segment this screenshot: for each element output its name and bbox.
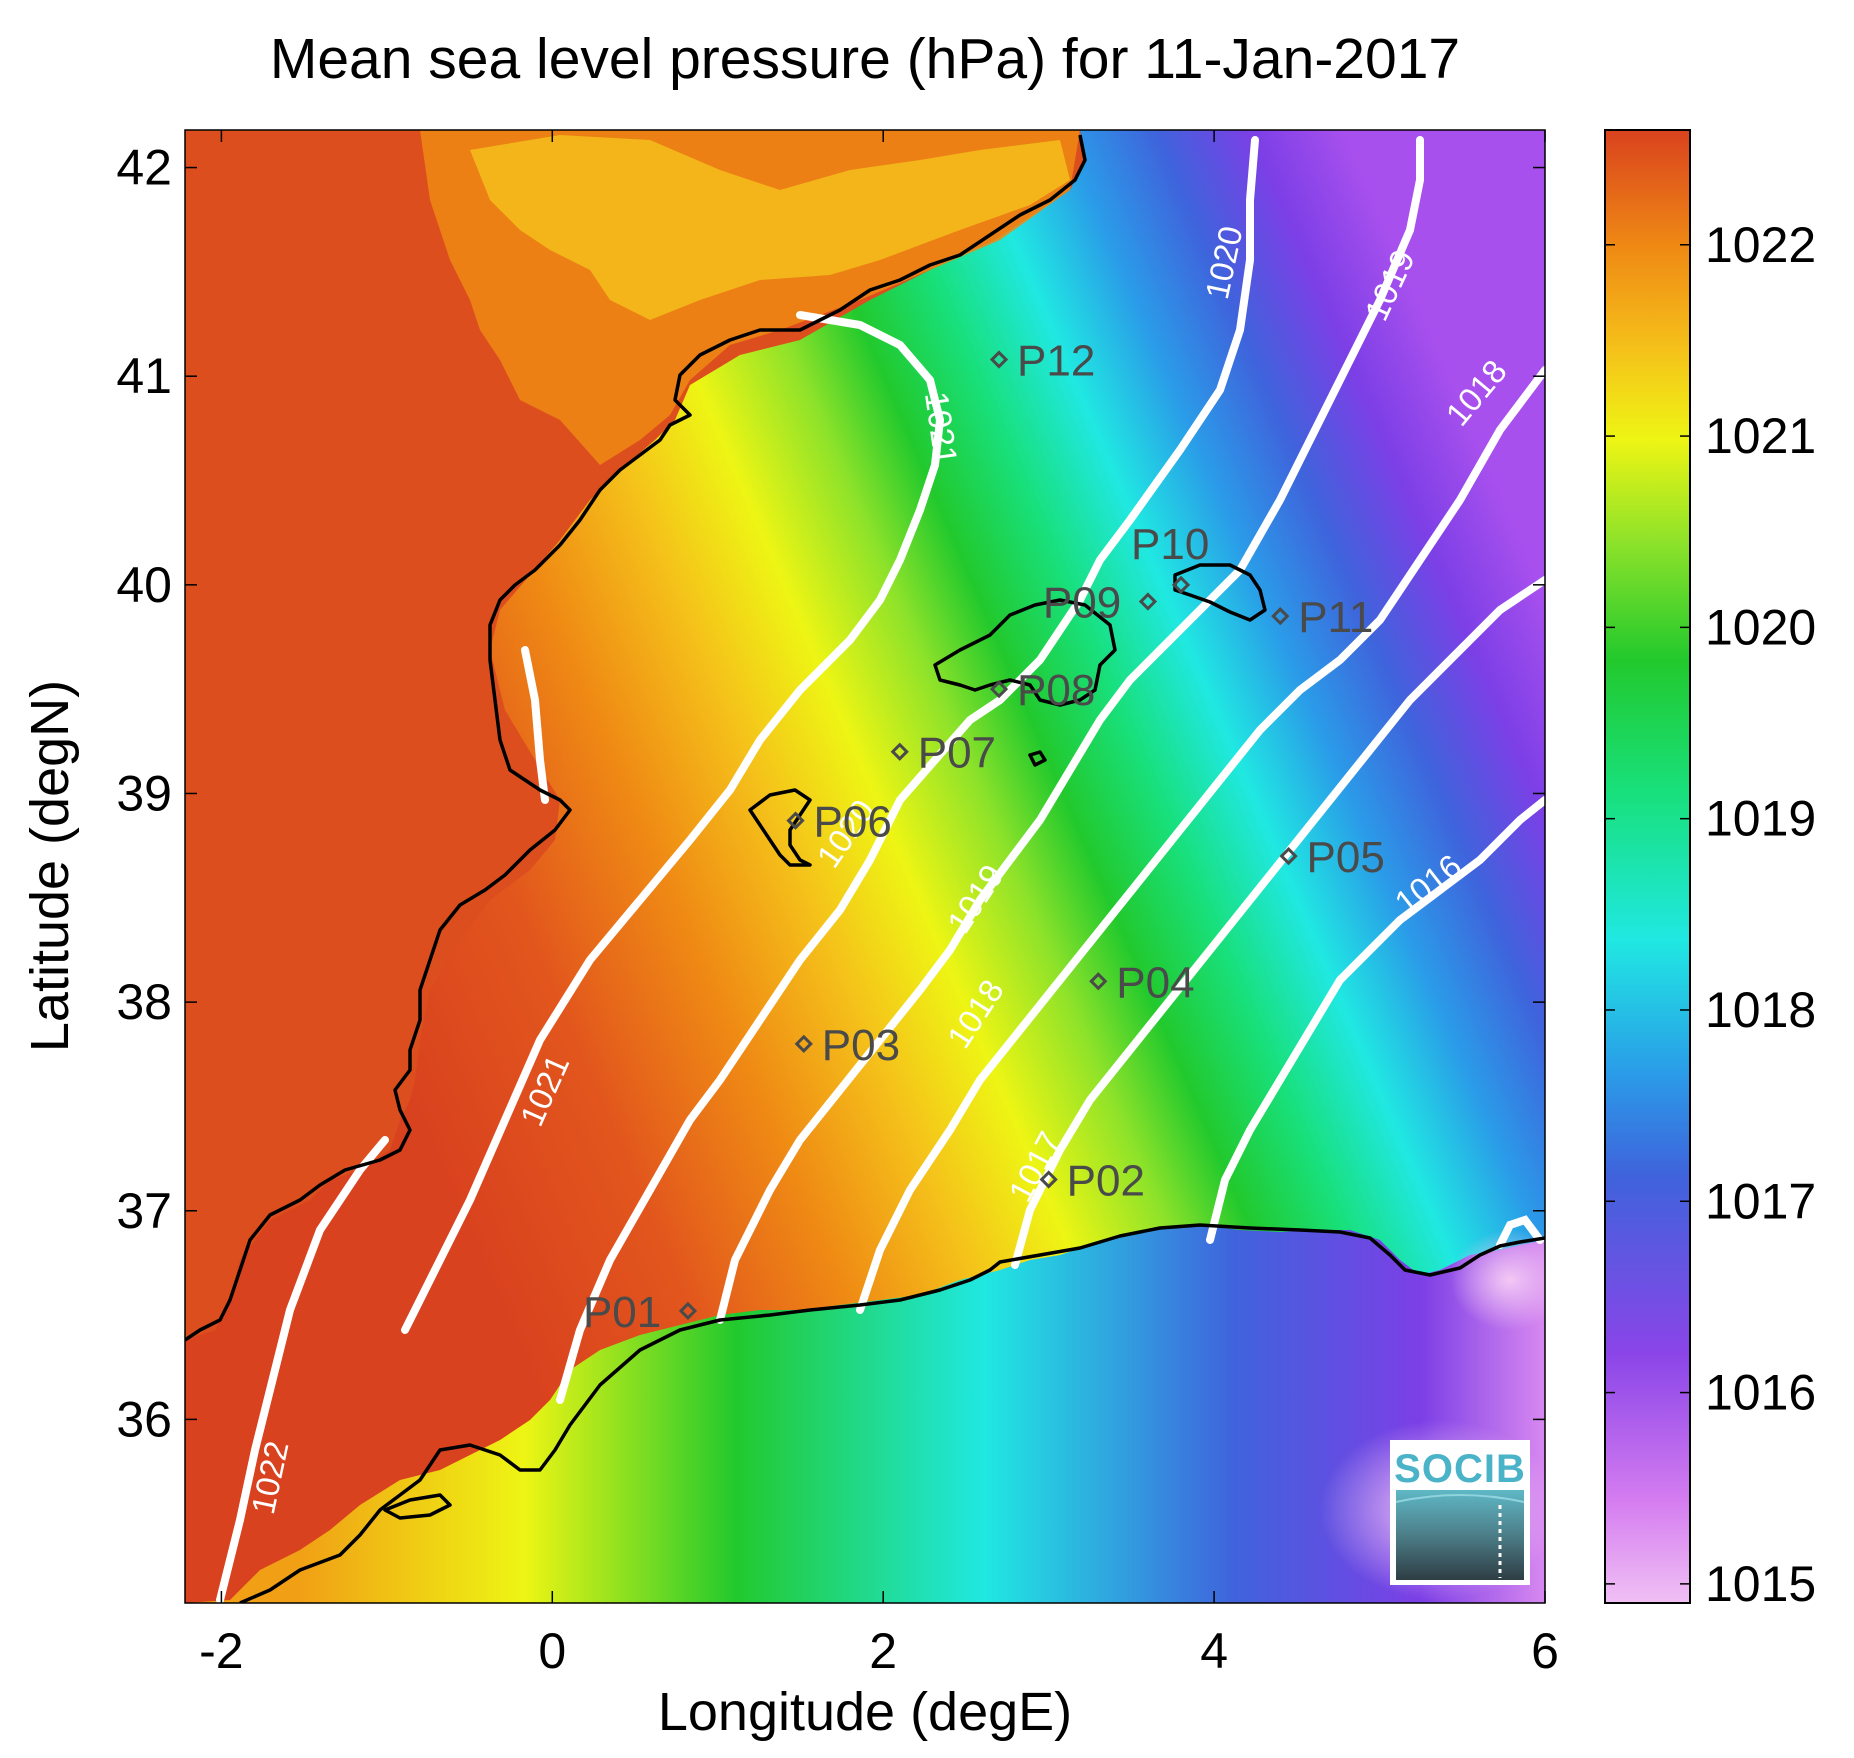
isobar-1017 bbox=[1011, 576, 1545, 1269]
station-p02[interactable]: P02 bbox=[1039, 1156, 1145, 1205]
chart-title: Mean sea level pressure (hPa) for 11-Jan… bbox=[270, 27, 1460, 91]
logo-text: SOCIB bbox=[1394, 1447, 1526, 1491]
iberia-land bbox=[185, 130, 1085, 1340]
colorbar-tick-label: 1017 bbox=[1705, 1173, 1816, 1229]
y-tick-label: 41 bbox=[116, 348, 172, 404]
station-p11[interactable]: P11 bbox=[1271, 593, 1373, 642]
station-marker-icon bbox=[989, 350, 1009, 369]
y-tick-label: 36 bbox=[116, 1391, 172, 1447]
colorbar-tick-label: 1018 bbox=[1705, 982, 1816, 1038]
isobar-1015-corner bbox=[1496, 1215, 1544, 1249]
isobar-1021-south bbox=[401, 461, 939, 1334]
iberia-coastline bbox=[185, 134, 1087, 1342]
y-tick-label: 40 bbox=[116, 557, 172, 613]
station-label: P02 bbox=[1067, 1156, 1145, 1205]
station-p09[interactable]: P09 bbox=[1043, 579, 1158, 628]
isobar-1021-north bbox=[796, 311, 945, 469]
isobar-1020 bbox=[556, 136, 1259, 1404]
station-marker-icon bbox=[678, 1301, 698, 1321]
station-marker-icon bbox=[794, 1034, 813, 1053]
x-axis-label: Longitude (degE) bbox=[658, 1682, 1072, 1742]
socib-logo: SOCIB bbox=[1390, 1440, 1530, 1585]
y-axis-label: Latitude (degN) bbox=[20, 680, 80, 1052]
isobar-1019 bbox=[716, 136, 1424, 1324]
station-label: P09 bbox=[1043, 579, 1121, 628]
station-p04[interactable]: P04 bbox=[1089, 958, 1195, 1007]
africa-pink-spot-2 bbox=[1450, 1230, 1545, 1330]
africa-land bbox=[185, 1225, 1545, 1603]
station-marker-icon bbox=[1089, 972, 1108, 991]
station-label: P10 bbox=[1131, 520, 1209, 569]
coastlines bbox=[185, 134, 1545, 1603]
isobar-1016 bbox=[1206, 796, 1545, 1244]
isobar-1022-west bbox=[216, 1136, 389, 1603]
station-marker-icon bbox=[1138, 592, 1158, 611]
station-p03[interactable]: P03 bbox=[794, 1021, 900, 1070]
x-tick-label: 6 bbox=[1531, 1623, 1559, 1679]
colorbar-tick-label: 1022 bbox=[1705, 217, 1816, 273]
colorbar-tick-label: 1019 bbox=[1705, 791, 1816, 847]
isobar-1022-coast bbox=[521, 646, 549, 804]
station-p06[interactable]: P06 bbox=[786, 798, 892, 847]
logo-wave-icon bbox=[1395, 1494, 1525, 1503]
logo-graphic bbox=[1396, 1490, 1524, 1580]
y-tick-label: 37 bbox=[116, 1183, 172, 1239]
station-label: P06 bbox=[814, 798, 892, 847]
y-tick-label: 38 bbox=[116, 974, 172, 1030]
station-marker-icon bbox=[1271, 607, 1290, 626]
y-tick-label: 39 bbox=[116, 765, 172, 821]
africa-coastline bbox=[239, 1223, 1545, 1603]
isobar-1018 bbox=[856, 366, 1545, 1314]
menorca-island bbox=[1173, 563, 1267, 622]
station-marker-icon bbox=[1039, 1170, 1058, 1189]
station-marker-icon bbox=[989, 680, 1009, 699]
station-marker-icon bbox=[1171, 575, 1191, 594]
contour-labels: 1022 1021 1021 1020 1020 1019 1019 1018 … bbox=[244, 223, 1514, 1518]
station-label: P03 bbox=[822, 1021, 900, 1070]
map-plot-area: 1022 1021 1021 1020 1020 1019 1019 1018 … bbox=[185, 130, 1545, 1603]
ibiza-island bbox=[748, 788, 812, 867]
y-tick-label: 42 bbox=[116, 140, 172, 196]
plot-frame bbox=[184, 129, 1546, 1604]
colorbar-tick-label: 1016 bbox=[1705, 1365, 1816, 1421]
alboran-island bbox=[383, 1493, 452, 1520]
colorbar-tick-label: 1015 bbox=[1705, 1556, 1816, 1612]
station-label: P01 bbox=[583, 1288, 661, 1337]
station-p07[interactable]: P07 bbox=[890, 729, 996, 778]
station-label: P08 bbox=[1017, 666, 1095, 715]
cabrera-island bbox=[1028, 750, 1047, 767]
x-tick-label: -2 bbox=[199, 1623, 243, 1679]
station-label: P07 bbox=[918, 729, 996, 778]
mallorca-island bbox=[933, 598, 1117, 707]
x-tick-label: 2 bbox=[869, 1623, 897, 1679]
colorbar-tick-label: 1020 bbox=[1705, 599, 1816, 655]
station-label: P11 bbox=[1298, 593, 1373, 642]
station-label: P05 bbox=[1307, 833, 1385, 882]
x-axis-ticks: -2 0 2 4 6 bbox=[199, 130, 1559, 1679]
colorbar-ticks: 1022 1021 1020 1019 1018 1017 1016 1015 bbox=[1605, 217, 1816, 1612]
station-p12[interactable]: P12 bbox=[989, 337, 1095, 386]
colorbar: 1022 1021 1020 1019 1018 1017 1016 1015 bbox=[1604, 129, 1816, 1612]
station-label: P12 bbox=[1017, 337, 1095, 386]
y-axis-ticks: 42 41 40 39 38 37 36 bbox=[116, 140, 1545, 1447]
station-marker-icon bbox=[890, 742, 909, 761]
station-marker-icon bbox=[1279, 846, 1298, 866]
x-tick-label: 0 bbox=[538, 1623, 566, 1679]
station-p01[interactable]: P01 bbox=[583, 1288, 698, 1337]
station-marker-icon bbox=[786, 811, 805, 830]
colorbar-scale bbox=[1604, 129, 1691, 1604]
isobar-lines bbox=[216, 136, 1545, 1603]
x-tick-label: 4 bbox=[1200, 1623, 1228, 1679]
station-label: P04 bbox=[1116, 958, 1194, 1007]
iberia-inland-yellow bbox=[470, 135, 1070, 320]
station-p10[interactable]: P10 bbox=[1131, 520, 1209, 594]
colorbar-tick-label: 1021 bbox=[1705, 408, 1816, 464]
station-p08[interactable]: P08 bbox=[989, 666, 1095, 715]
station-p05[interactable]: P05 bbox=[1279, 833, 1385, 882]
